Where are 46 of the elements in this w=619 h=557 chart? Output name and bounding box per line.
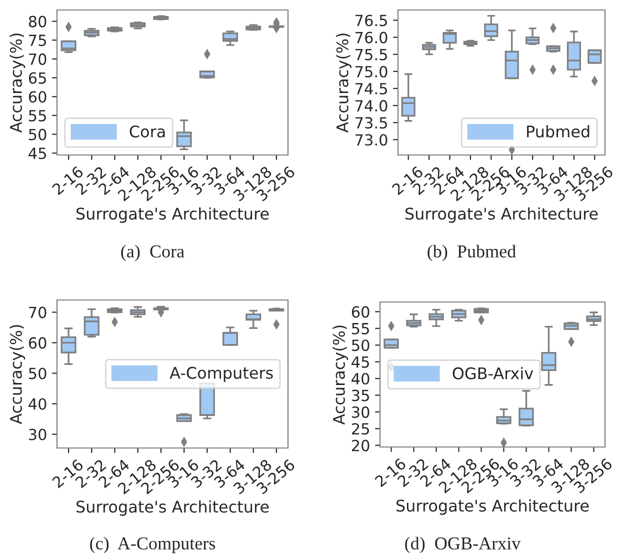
y-tick-label: 50 — [352, 340, 370, 352]
y-tick-label: 60 — [28, 337, 46, 349]
x-axis-title: Surrogate's Architecture — [406, 207, 598, 223]
y-tick-label: 45 — [28, 148, 46, 160]
y-tick-label: 80 — [28, 16, 46, 28]
y-tick-label: 74.0 — [356, 100, 388, 112]
x-axis-title: Surrogate's Architecture — [76, 500, 269, 516]
y-tick-label: 45 — [352, 356, 369, 368]
y-tick-label: 30 — [352, 406, 370, 418]
y-tick-label: 76.5 — [356, 14, 387, 26]
y-tick-label: 73.0 — [356, 134, 388, 146]
y-tick-label: 30 — [29, 428, 46, 440]
y-tick-label: 40 — [352, 372, 370, 385]
legend-label: Pubmed — [527, 125, 590, 138]
y-tick-label: 74.5 — [356, 83, 387, 94]
y-tick-label: 25 — [352, 423, 369, 435]
y-tick-label: 35 — [352, 390, 369, 402]
y-tick-label: 76.0 — [356, 32, 388, 44]
legend-label: OGB-Arxiv — [452, 367, 534, 380]
y-axis-title: Accuracy(%) — [336, 34, 352, 133]
text: (b) Pubmed — [428, 244, 516, 262]
y-tick-label: 60 — [28, 91, 46, 103]
y-tick-label: 60 — [352, 306, 370, 318]
y-tick-label: 73.5 — [356, 117, 387, 129]
y-tick-label: 75 — [29, 34, 46, 46]
x-axis-title: Surrogate's Architecture — [76, 207, 269, 223]
y-tick-label: 55 — [352, 323, 369, 334]
text: (a) Cora — [121, 244, 184, 262]
y-tick-label: 70 — [29, 53, 46, 65]
y-tick-label: 75.0 — [356, 66, 388, 78]
y-tick-label: 70 — [29, 306, 46, 318]
text: (d) OGB-Arxiv — [405, 536, 521, 554]
y-tick-label: 40 — [28, 398, 46, 410]
y-tick-label: 75.5 — [356, 49, 387, 60]
text: (c) A-Computers — [90, 536, 216, 554]
y-axis-title: Accuracy(%) — [10, 34, 26, 133]
legend-label: A-Computers — [170, 366, 273, 382]
y-tick-label: 50 — [29, 368, 46, 380]
y-tick-label: 65 — [28, 72, 46, 84]
legend-label: Cora — [130, 125, 165, 138]
y-axis-title: Accuracy(%) — [10, 325, 26, 424]
y-tick-label: 55 — [29, 110, 46, 122]
x-axis-title: Surrogate's Architecture — [396, 499, 589, 515]
y-tick-label: 50 — [29, 128, 46, 140]
y-axis-title: Accuracy(%) — [332, 326, 348, 425]
y-tick-label: 20 — [352, 440, 370, 452]
